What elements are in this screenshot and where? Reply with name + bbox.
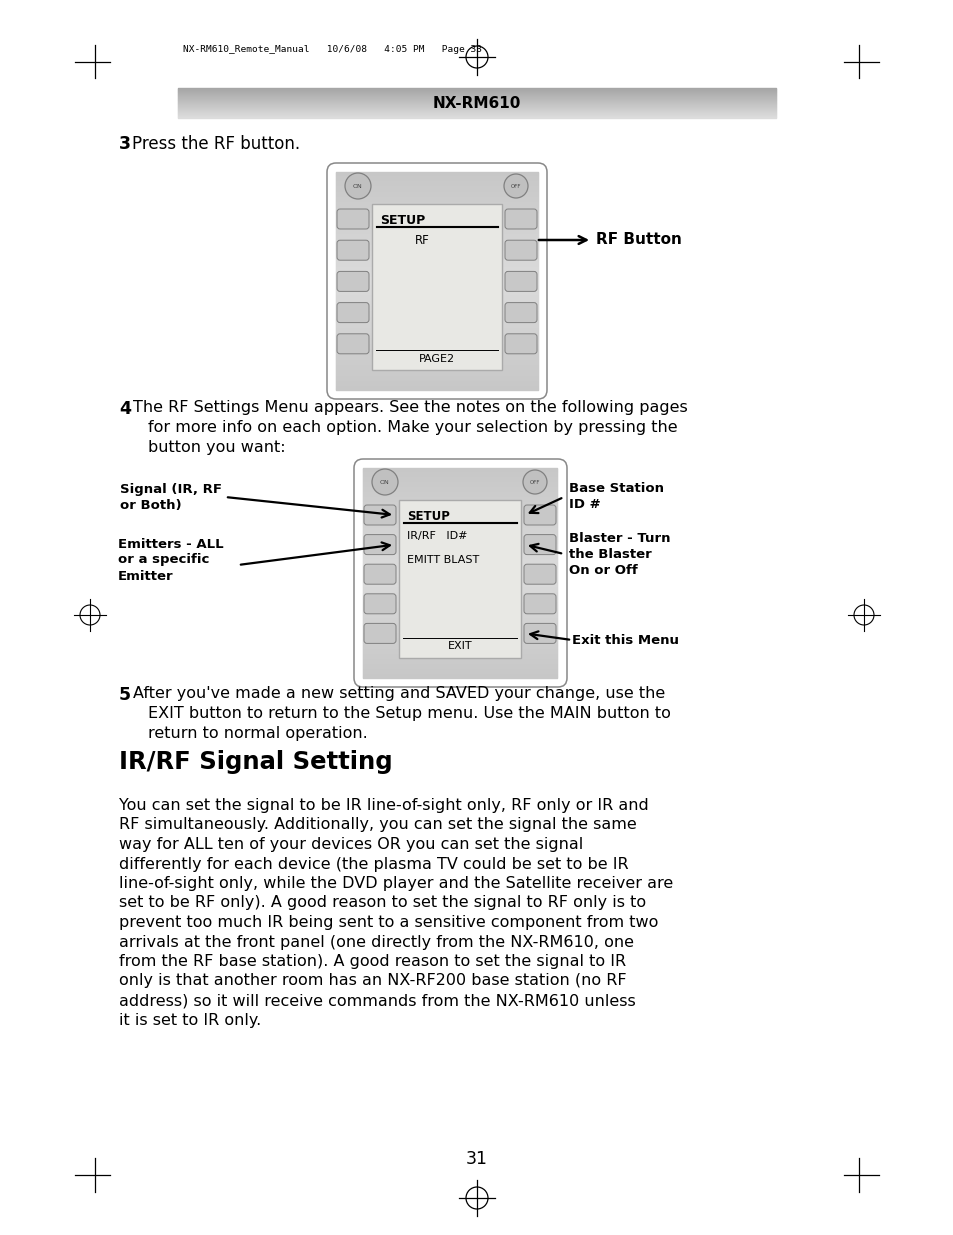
Text: RF Button: RF Button <box>596 232 681 247</box>
Text: 31: 31 <box>465 1150 488 1168</box>
Text: EXIT: EXIT <box>447 641 472 651</box>
FancyBboxPatch shape <box>364 594 395 614</box>
Text: RF: RF <box>415 233 430 247</box>
FancyBboxPatch shape <box>523 535 556 555</box>
Circle shape <box>503 174 527 198</box>
Text: RF simultaneously. Additionally, you can set the signal the same: RF simultaneously. Additionally, you can… <box>119 818 636 832</box>
Text: Emitters - ALL
or a specific
Emitter: Emitters - ALL or a specific Emitter <box>118 537 223 583</box>
FancyBboxPatch shape <box>364 535 395 555</box>
Text: 3: 3 <box>119 135 131 153</box>
Text: 5: 5 <box>119 685 131 704</box>
Text: OFF: OFF <box>529 479 539 484</box>
Text: it is set to IR only.: it is set to IR only. <box>119 1013 261 1028</box>
Text: Press the RF button.: Press the RF button. <box>132 135 300 153</box>
FancyBboxPatch shape <box>523 564 556 584</box>
FancyBboxPatch shape <box>523 505 556 525</box>
Text: way for ALL ten of your devices OR you can set the signal: way for ALL ten of your devices OR you c… <box>119 837 582 852</box>
Text: EXIT button to return to the Setup menu. Use the MAIN button to: EXIT button to return to the Setup menu.… <box>148 706 670 721</box>
FancyBboxPatch shape <box>523 594 556 614</box>
Text: IR/RF Signal Setting: IR/RF Signal Setting <box>119 750 393 774</box>
Text: from the RF base station). A good reason to set the signal to IR: from the RF base station). A good reason… <box>119 953 625 969</box>
Text: 4: 4 <box>119 400 131 417</box>
Text: NX-RM610_Remote_Manual   10/6/08   4:05 PM   Page 33: NX-RM610_Remote_Manual 10/6/08 4:05 PM P… <box>183 46 481 54</box>
Text: address) so it will receive commands from the NX-RM610 unless: address) so it will receive commands fro… <box>119 993 635 1008</box>
Text: line-of-sight only, while the DVD player and the Satellite receiver are: line-of-sight only, while the DVD player… <box>119 876 673 890</box>
Text: The RF Settings Menu appears. See the notes on the following pages: The RF Settings Menu appears. See the no… <box>132 400 687 415</box>
Text: for more info on each option. Make your selection by pressing the: for more info on each option. Make your … <box>148 420 677 435</box>
FancyBboxPatch shape <box>504 240 537 261</box>
Text: only is that another room has an NX-RF200 base station (no RF: only is that another room has an NX-RF20… <box>119 973 626 988</box>
FancyBboxPatch shape <box>504 272 537 291</box>
Text: After you've made a new setting and SAVED your change, use the: After you've made a new setting and SAVE… <box>132 685 664 701</box>
Text: differently for each device (the plasma TV could be set to be IR: differently for each device (the plasma … <box>119 857 628 872</box>
Text: button you want:: button you want: <box>148 440 285 454</box>
FancyBboxPatch shape <box>364 624 395 643</box>
Text: NX-RM610: NX-RM610 <box>433 95 520 110</box>
FancyBboxPatch shape <box>364 505 395 525</box>
FancyBboxPatch shape <box>336 209 369 228</box>
FancyBboxPatch shape <box>364 564 395 584</box>
FancyBboxPatch shape <box>504 209 537 228</box>
Text: ON: ON <box>379 479 390 484</box>
Text: arrivals at the front panel (one directly from the NX-RM610, one: arrivals at the front panel (one directl… <box>119 935 634 950</box>
FancyBboxPatch shape <box>523 624 556 643</box>
Circle shape <box>522 471 546 494</box>
Text: IR/RF   ID#: IR/RF ID# <box>407 531 467 541</box>
Text: return to normal operation.: return to normal operation. <box>148 726 367 741</box>
Text: SETUP: SETUP <box>379 214 425 227</box>
Text: ON: ON <box>353 184 362 189</box>
FancyBboxPatch shape <box>336 333 369 353</box>
Text: SETUP: SETUP <box>407 510 450 522</box>
Circle shape <box>372 469 397 495</box>
Text: prevent too much IR being sent to a sensitive component from two: prevent too much IR being sent to a sens… <box>119 915 658 930</box>
Text: Base Station
ID #: Base Station ID # <box>568 483 663 511</box>
FancyBboxPatch shape <box>504 333 537 353</box>
Text: Blaster - Turn
the Blaster
On or Off: Blaster - Turn the Blaster On or Off <box>568 531 670 577</box>
FancyBboxPatch shape <box>372 204 501 370</box>
Circle shape <box>345 173 371 199</box>
FancyBboxPatch shape <box>336 272 369 291</box>
FancyBboxPatch shape <box>336 303 369 322</box>
FancyBboxPatch shape <box>504 303 537 322</box>
FancyBboxPatch shape <box>336 240 369 261</box>
FancyBboxPatch shape <box>398 500 520 658</box>
Text: OFF: OFF <box>510 184 520 189</box>
Text: You can set the signal to be IR line-of-sight only, RF only or IR and: You can set the signal to be IR line-of-… <box>119 798 648 813</box>
Text: Exit this Menu: Exit this Menu <box>572 634 679 646</box>
Text: set to be RF only). A good reason to set the signal to RF only is to: set to be RF only). A good reason to set… <box>119 895 645 910</box>
Text: PAGE2: PAGE2 <box>418 354 455 364</box>
Text: EMITT BLAST: EMITT BLAST <box>407 555 478 564</box>
Text: Signal (IR, RF
or Both): Signal (IR, RF or Both) <box>120 483 222 511</box>
